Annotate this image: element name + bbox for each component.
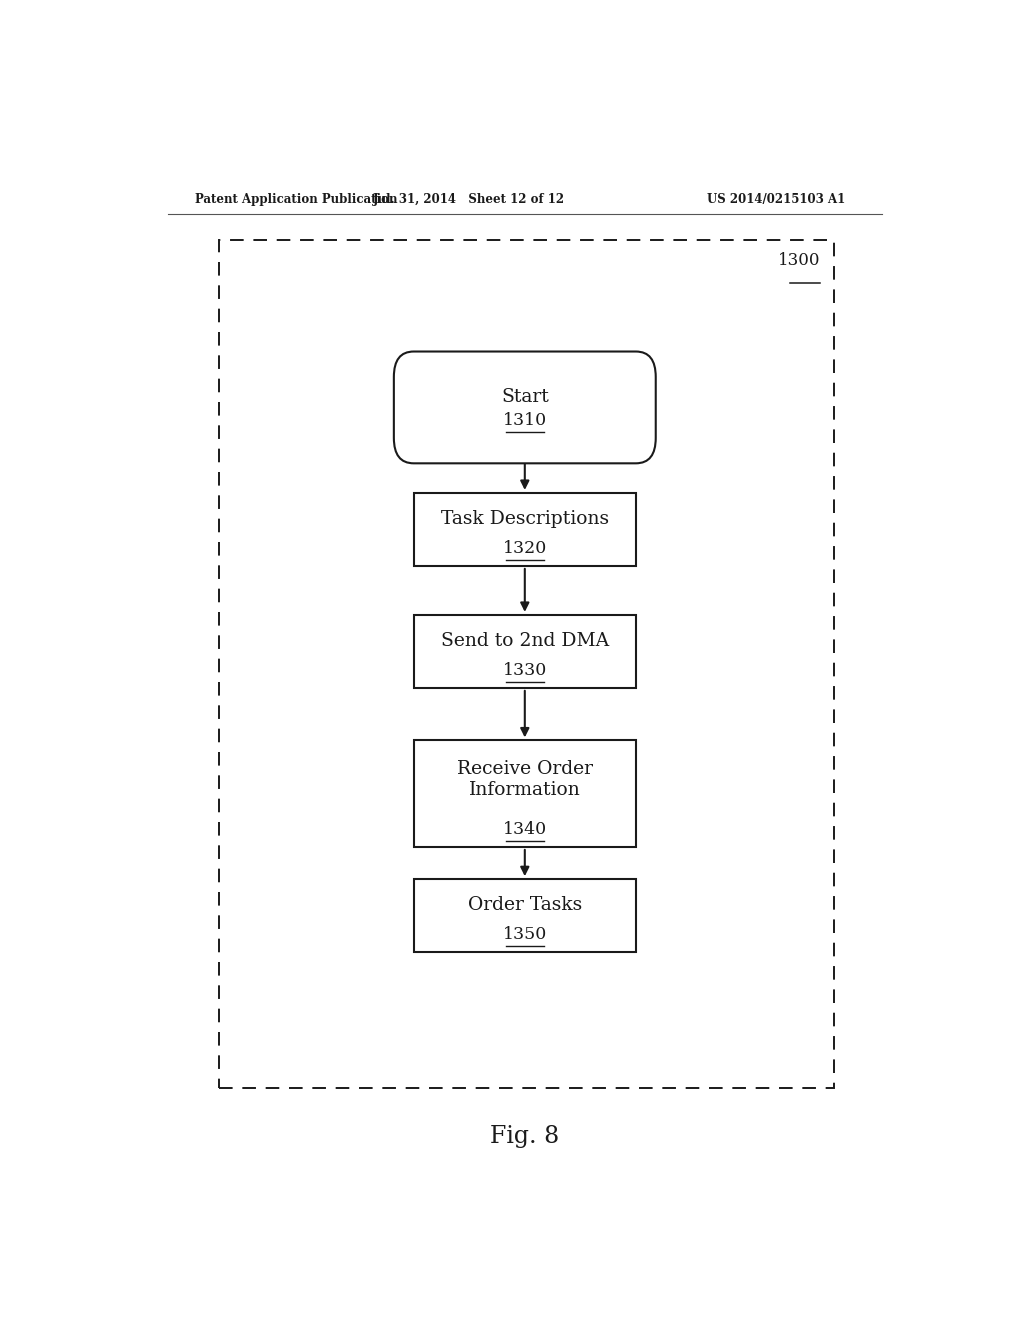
Text: 1320: 1320 (503, 540, 547, 557)
Text: 1340: 1340 (503, 821, 547, 838)
Text: Task Descriptions: Task Descriptions (440, 511, 609, 528)
Text: 1300: 1300 (777, 252, 820, 269)
Text: Order Tasks: Order Tasks (468, 896, 582, 915)
Bar (414, 879, 636, 952)
Text: Send to 2nd DMA: Send to 2nd DMA (440, 632, 609, 651)
Text: Receive Order
Information: Receive Order Information (457, 760, 593, 799)
Text: US 2014/0215103 A1: US 2014/0215103 A1 (708, 193, 846, 206)
Bar (414, 492, 636, 566)
Text: Jul. 31, 2014   Sheet 12 of 12: Jul. 31, 2014 Sheet 12 of 12 (373, 193, 565, 206)
Text: 1350: 1350 (503, 927, 547, 944)
Bar (414, 615, 636, 688)
Text: 1330: 1330 (503, 663, 547, 680)
Bar (219, 240, 835, 1089)
Text: 1310: 1310 (503, 412, 547, 429)
FancyBboxPatch shape (394, 351, 655, 463)
Text: Patent Application Publication: Patent Application Publication (196, 193, 398, 206)
Bar (414, 741, 636, 847)
Text: Fig. 8: Fig. 8 (490, 1125, 559, 1147)
Text: Start: Start (501, 388, 549, 407)
